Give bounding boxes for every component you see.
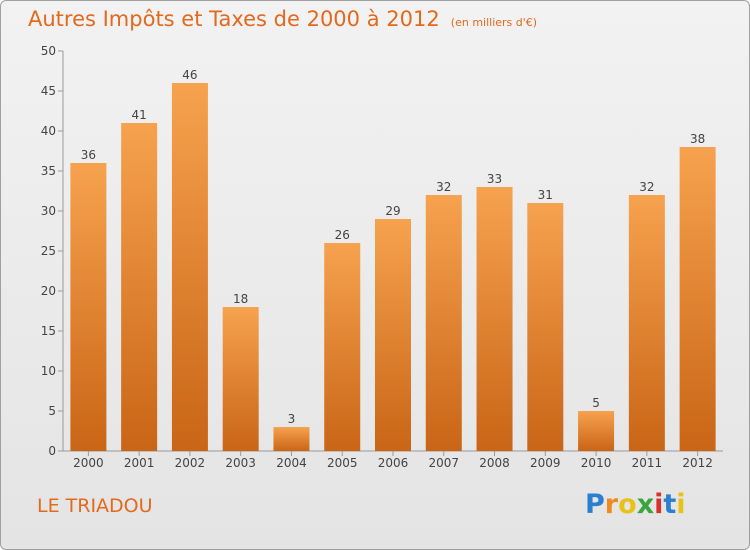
data-label: 41 [132,108,147,122]
data-label: 5 [592,396,600,410]
x-tick-label: 2006 [378,456,409,470]
x-tick-label: 2002 [175,456,206,470]
proxiti-logo: Proxiti [585,489,686,520]
y-tick-label: 5 [48,404,56,418]
y-tick-label: 45 [41,84,56,98]
y-axis: 0 5 10 15 20 25 30 35 40 45 50 [41,44,64,458]
x-tick-label: 2012 [682,456,713,470]
y-tick-label: 50 [41,44,56,58]
data-label: 3 [288,412,296,426]
x-tick-label: 2011 [632,456,663,470]
data-label: 38 [690,132,705,146]
x-tick-label: 2004 [276,456,307,470]
data-label: 33 [487,172,502,186]
data-label: 32 [436,180,451,194]
data-label: 18 [233,292,248,306]
title-line: Autres Impôts et Taxes de 2000 à 2012 (e… [28,7,537,31]
y-tick-label: 40 [41,124,56,138]
x-tick-label: 2001 [124,456,155,470]
logo-letter: i [654,489,664,520]
x-axis: 2000 2001 2002 2003 2004 2005 2006 2007 2008 2009… [63,450,723,470]
logo-letter: x [636,489,655,520]
data-label: 46 [182,68,197,82]
x-tick-label: 2010 [581,456,612,470]
y-tick-label: 15 [41,324,56,338]
x-tick-label: 2005 [327,456,358,470]
logo-letter: i [676,489,686,520]
y-tick-label: 30 [41,204,56,218]
bar [273,427,310,451]
commune-name: LE TRIADOU [37,495,153,517]
chart-subtitle: (en milliers d'€) [450,16,538,29]
x-tick-label: 2003 [225,456,256,470]
data-label: 32 [639,180,654,194]
bars [70,83,716,451]
chart-title: Autres Impôts et Taxes de 2000 à 2012 [28,7,440,31]
bar [679,147,716,451]
bar [628,195,665,451]
bar [527,203,564,451]
bar [578,411,615,451]
x-tick-label: 2008 [479,456,510,470]
bar [171,83,208,451]
y-tick-label: 25 [41,244,56,258]
data-labels: 36 41 46 18 3 26 29 32 33 31 5 32 38 [81,68,706,426]
bar [425,195,462,451]
logo-letter: P [585,489,605,520]
data-label: 31 [538,188,553,202]
data-label: 36 [81,148,96,162]
x-tick-label: 2000 [73,456,104,470]
bar [375,219,411,451]
x-tick-label: 2007 [428,456,459,470]
logo-letter: o [618,489,637,520]
y-tick-label: 35 [41,164,56,178]
logo-letter: t [663,489,677,520]
y-tick-label: 10 [41,364,56,378]
data-label: 26 [335,228,350,242]
bar [476,187,513,451]
bar [121,123,158,451]
bar [324,243,361,451]
y-tick-label: 0 [48,444,56,458]
bar [222,307,259,451]
bar [70,163,107,451]
data-label: 29 [385,204,400,218]
y-tick-label: 20 [41,284,56,298]
logo-letter: r [604,489,619,520]
x-tick-label: 2009 [530,456,561,470]
